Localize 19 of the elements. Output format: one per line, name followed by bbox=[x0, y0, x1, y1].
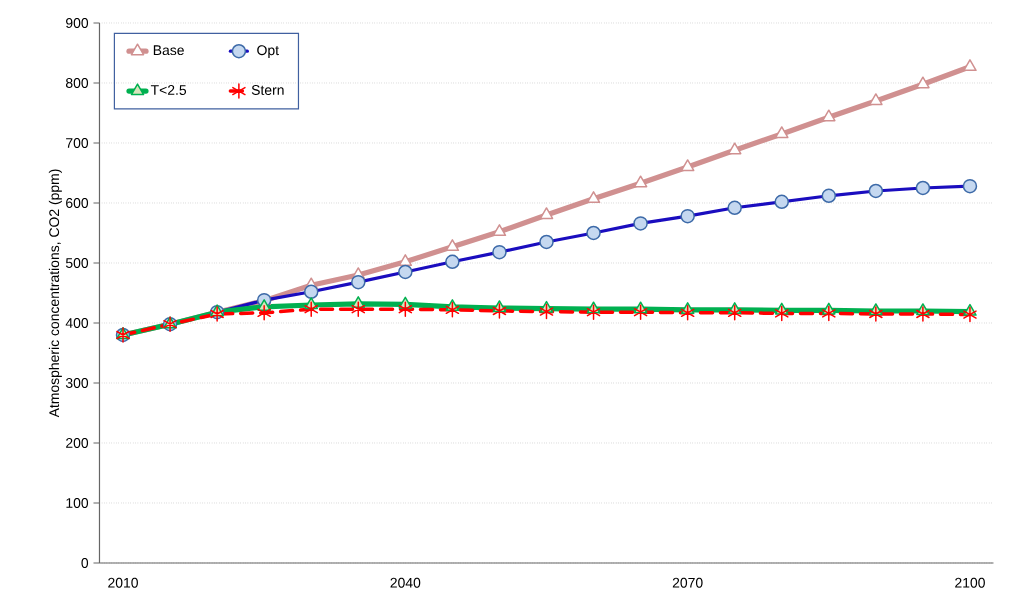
legend-label: Stern bbox=[251, 85, 284, 95]
legend-label: Base bbox=[153, 45, 184, 56]
y-tick-label: 700 bbox=[66, 138, 89, 148]
x-tick-label: 2010 bbox=[108, 577, 138, 588]
x-tick-label: 2070 bbox=[672, 577, 703, 588]
y-tick-label: 0 bbox=[81, 558, 89, 568]
y-tick-label: 800 bbox=[65, 78, 89, 88]
y-tick-label: 900 bbox=[66, 18, 89, 28]
y-tick-label: 200 bbox=[66, 438, 89, 448]
y-tick-label: 100 bbox=[66, 498, 89, 508]
legend-label: T<2.5 bbox=[150, 85, 187, 95]
x-tick-label: 2040 bbox=[390, 577, 421, 588]
y-tick-label: 300 bbox=[65, 378, 89, 388]
x-tick-label: 2100 bbox=[955, 577, 985, 588]
legend-label: Opt bbox=[257, 45, 279, 58]
y-tick-label: 400 bbox=[65, 318, 89, 328]
y-axis-title: Atmospheric concentrations, CO2 (ppm) bbox=[48, 169, 62, 418]
y-tick-label: 600 bbox=[66, 198, 89, 208]
y-tick-label: 500 bbox=[65, 258, 89, 268]
